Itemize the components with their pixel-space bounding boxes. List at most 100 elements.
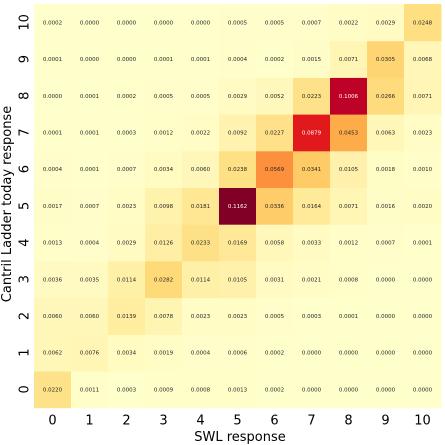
cell-value-label: 0.0002 [43, 20, 62, 26]
heatmap-cell [330, 40, 368, 78]
heatmap-cell [182, 334, 220, 372]
y-tick-label: 5 [18, 202, 33, 210]
heatmap-cell [219, 334, 257, 372]
cell-value-label: 0.0002 [117, 94, 136, 100]
x-tick-label: 6 [270, 414, 278, 429]
cell-value-label: 0.0023 [413, 130, 433, 136]
cell-value-label: 0.0012 [154, 130, 173, 136]
heatmap-cell [293, 334, 331, 372]
cell-value-label: 0.0004 [43, 167, 63, 173]
cell-value-label: 0.0105 [228, 277, 248, 283]
cell-value-label: 0.0036 [43, 277, 63, 283]
cell-value-label: 0.0000 [376, 387, 396, 393]
cell-value-label: 0.0052 [265, 94, 284, 100]
heatmap-cell [145, 224, 183, 262]
heatmap-cell [71, 150, 109, 188]
cell-value-label: 0.0000 [339, 387, 359, 393]
cell-value-label: 0.0220 [43, 387, 63, 393]
heatmap-cell [34, 40, 72, 78]
cell-value-label: 0.0018 [376, 167, 396, 173]
heatmap-cell [182, 371, 220, 409]
cell-value-label: 0.0000 [376, 351, 396, 357]
cell-value-label: 0.0076 [80, 351, 100, 357]
cell-value-label: 0.0006 [228, 351, 248, 357]
heatmap-cell [219, 114, 257, 152]
cell-value-label: 0.0000 [339, 351, 359, 357]
cell-value-label: 0.0062 [43, 351, 62, 357]
heatmap-cell [182, 114, 220, 152]
heatmap-cell [330, 371, 368, 409]
cell-value-label: 0.0063 [376, 130, 396, 136]
cell-value-label: 0.0007 [302, 20, 322, 26]
heatmap-cell [330, 114, 368, 152]
heatmap-cell [367, 150, 405, 188]
heatmap-cell [182, 224, 220, 262]
x-tick-label: 2 [122, 414, 130, 429]
x-tick-label: 7 [307, 414, 315, 429]
heatmap-cell [293, 371, 331, 409]
y-tick-label: 10 [18, 14, 33, 31]
heatmap-cell [219, 371, 257, 409]
cell-value-label: 0.0022 [191, 130, 210, 136]
heatmap-cell [404, 260, 442, 299]
heatmap-cell [256, 371, 294, 409]
y-tick-label: 3 [18, 275, 33, 283]
heatmap-cell [182, 260, 220, 299]
x-tick-label: 0 [48, 414, 56, 429]
cell-value-label: 0.0000 [302, 351, 322, 357]
cell-value-label: 0.0000 [117, 20, 137, 26]
cell-value-label: 0.0009 [154, 387, 174, 393]
cell-value-label: 0.0071 [413, 94, 432, 100]
cell-value-label: 0.1006 [339, 94, 359, 100]
heatmap-cell [404, 114, 442, 152]
heatmap-cell [404, 40, 442, 78]
heatmap-cell [71, 77, 109, 115]
heatmap-cell [108, 224, 146, 262]
y-tick-labels: 0 1 2 3 4 5 6 7 8 9 10 [18, 14, 33, 393]
cell-value-label: 0.0001 [154, 57, 173, 63]
heatmap-cell [404, 297, 442, 335]
cell-value-label: 0.0029 [117, 241, 137, 247]
heatmap-cell [71, 260, 109, 299]
heatmap-cell [256, 4, 294, 42]
cell-value-label: 0.0017 [43, 204, 63, 210]
cell-value-label: 0.0114 [191, 277, 211, 283]
heatmap-cell [71, 371, 109, 409]
heatmap-cell [367, 260, 405, 299]
heatmap-cell [293, 114, 331, 152]
cell-value-label: 0.0003 [117, 387, 137, 393]
cell-value-label: 0.0005 [265, 314, 285, 320]
heatmap-cell [256, 77, 294, 115]
cell-value-label: 0.0078 [154, 314, 174, 320]
cell-value-label: 0.0023 [191, 314, 211, 320]
heatmap-cell [34, 371, 72, 409]
heatmap-cell [145, 187, 183, 225]
cell-value-label: 0.0000 [43, 94, 63, 100]
heatmap-cell [256, 224, 294, 262]
heatmap-cell [404, 187, 442, 225]
cell-value-label: 0.0238 [228, 167, 248, 173]
cell-value-label: 0.0004 [228, 57, 248, 63]
heatmap-cell [34, 260, 72, 299]
cell-value-label: 0.0004 [80, 241, 100, 247]
cell-value-label: 0.0029 [376, 20, 396, 26]
heatmap-cell [219, 260, 257, 299]
heatmap-cell [182, 4, 220, 42]
cell-value-label: 0.0012 [339, 241, 358, 247]
heatmap-cell [182, 40, 220, 78]
heatmap-cell [293, 77, 331, 115]
heatmap-cell [293, 40, 331, 78]
heatmap-cell [71, 4, 109, 42]
cell-value-label: 0.0336 [265, 204, 285, 210]
y-tick-label: 6 [18, 165, 33, 173]
heatmap-cell [108, 297, 146, 335]
cell-value-label: 0.0010 [413, 167, 433, 173]
heatmap-cell [293, 150, 331, 188]
heatmap-cell [256, 40, 294, 78]
cell-value-label: 0.0005 [265, 20, 285, 26]
heatmap-cell [145, 40, 183, 78]
heatmap-cell [145, 334, 183, 372]
cell-value-label: 0.0002 [265, 351, 284, 357]
heatmap-cell [367, 40, 405, 78]
